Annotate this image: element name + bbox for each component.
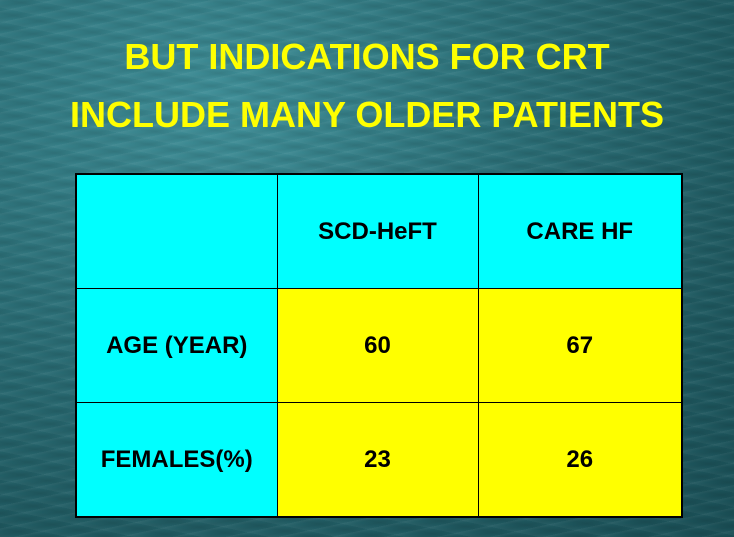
table-header-care-hf: CARE HF	[477, 173, 683, 289]
comparison-table: SCD-HeFT CARE HF AGE (YEAR) 60 67 FEMALE…	[75, 173, 683, 518]
cell-age-scd-heft: 60	[276, 288, 479, 403]
table-corner-cell	[75, 173, 278, 289]
table-header-scd-heft: SCD-HeFT	[276, 173, 479, 289]
table-row: FEMALES(%) 23 26	[75, 402, 683, 518]
table-row: AGE (YEAR) 60 67	[75, 288, 683, 403]
row-label-females: FEMALES(%)	[75, 402, 278, 518]
title-line-2: INCLUDE MANY OLDER PATIENTS	[69, 94, 665, 135]
slide-title: BUT INDICATIONS FOR CRT INCLUDE MANY OLD…	[0, 28, 734, 144]
title-line-1: BUT INDICATIONS FOR CRT	[124, 36, 610, 77]
cell-females-care-hf: 26	[477, 402, 683, 518]
cell-age-care-hf: 67	[477, 288, 683, 403]
row-label-age: AGE (YEAR)	[75, 288, 278, 403]
table-header-row: SCD-HeFT CARE HF	[75, 173, 683, 289]
cell-females-scd-heft: 23	[276, 402, 479, 518]
